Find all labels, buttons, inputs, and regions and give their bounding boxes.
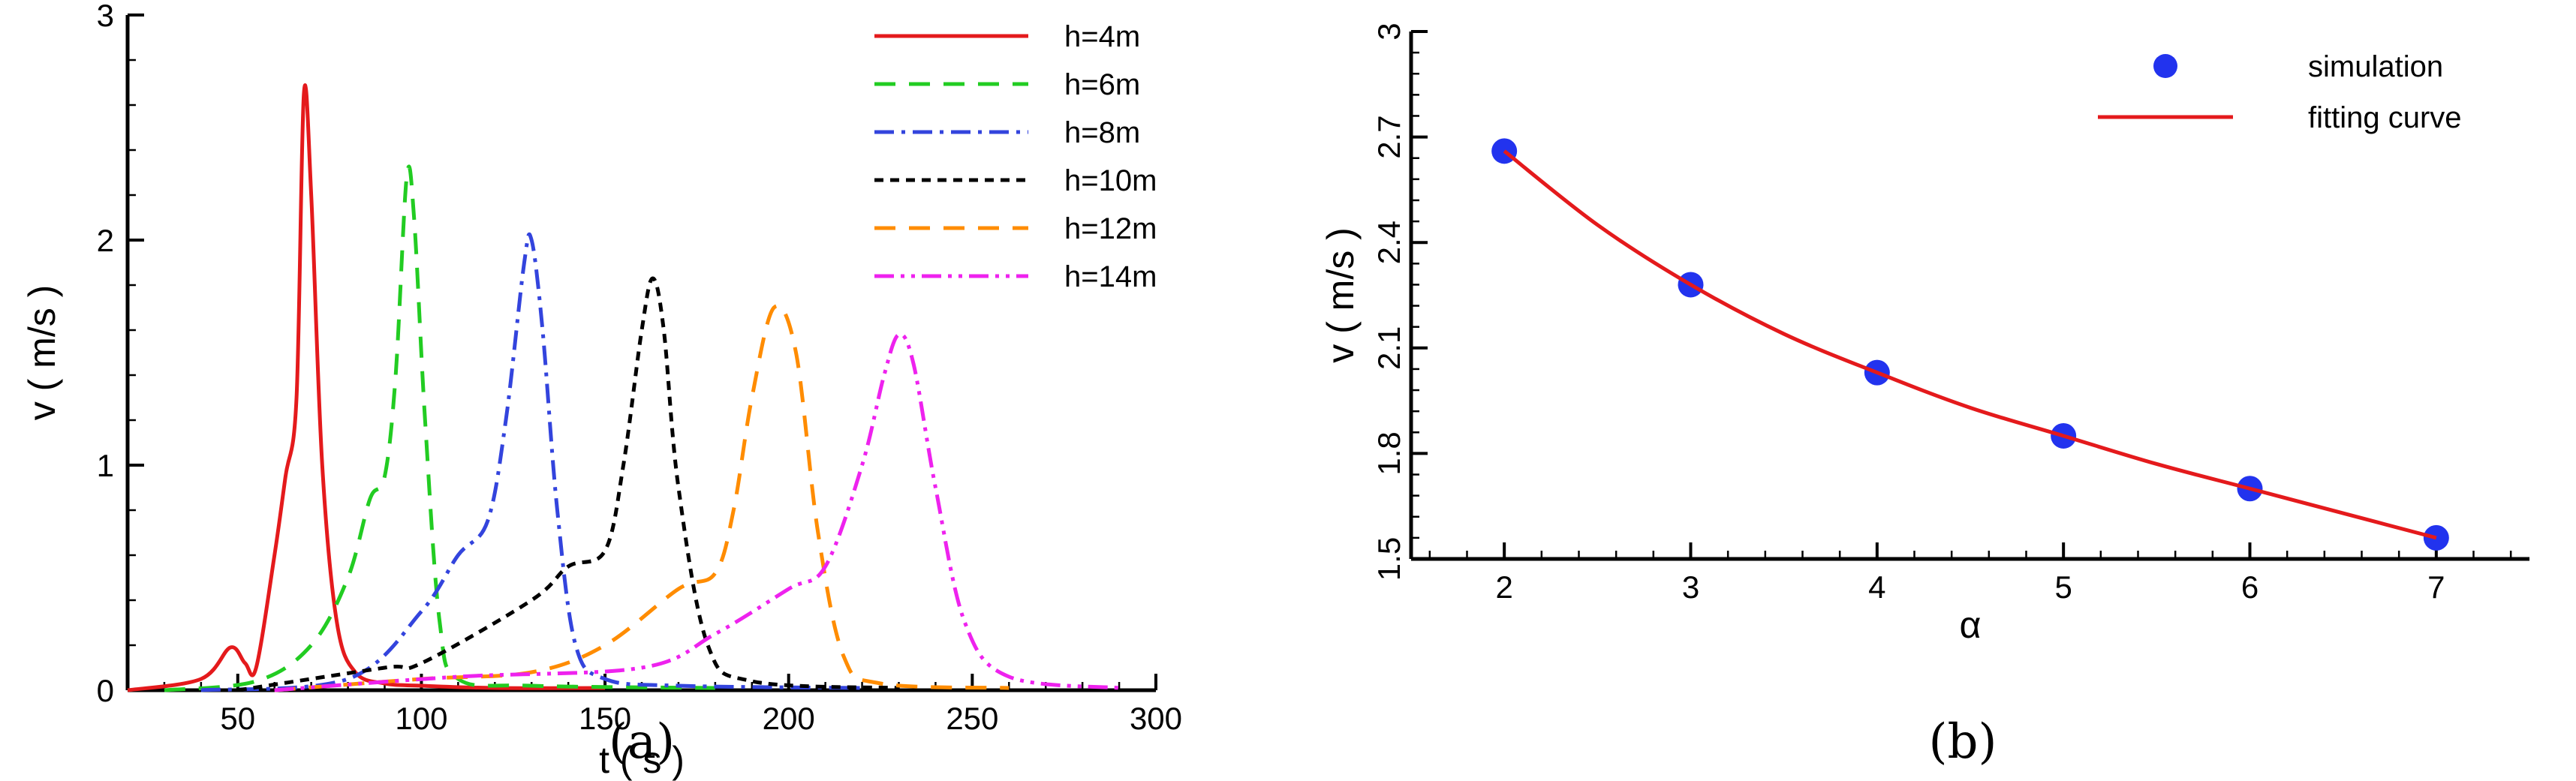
y-tick-label: 0 bbox=[97, 673, 114, 708]
panel-caption: (b) bbox=[1929, 714, 1997, 770]
series-line bbox=[164, 164, 715, 692]
chart-panel-b: 2 3 4 5 6 7 1.5 1.8 2.1 2.4 2.7 3 α v ( m/s ) (b) simul… bbox=[1320, 23, 2529, 770]
x-axis-title: α bbox=[1960, 604, 1982, 646]
legend-label: h=4m bbox=[1064, 20, 1140, 53]
x-axis-title: t ( s ) bbox=[599, 739, 685, 781]
series-line bbox=[237, 276, 899, 692]
x-tick-label: 5 bbox=[2054, 569, 2072, 605]
x-tick-label: 2 bbox=[1495, 569, 1512, 605]
series-line bbox=[274, 332, 1120, 692]
x-tick-label: 4 bbox=[1868, 569, 1885, 605]
x-tick-label: 300 bbox=[1130, 701, 1182, 736]
y-tick-label: 2.4 bbox=[1371, 221, 1407, 264]
legend-label: simulation bbox=[2308, 50, 2443, 83]
y-tick-label: 2.7 bbox=[1371, 115, 1407, 158]
legend-label: h=8m bbox=[1064, 116, 1140, 149]
legend-label: h=12m bbox=[1064, 212, 1157, 245]
series-line bbox=[200, 232, 862, 692]
x-tick-label: 200 bbox=[763, 701, 815, 736]
x-tick-label: 3 bbox=[1682, 569, 1699, 605]
legend-label: h=14m bbox=[1064, 260, 1157, 293]
x-tick-label: 150 bbox=[579, 701, 631, 736]
y-tick-label: 3 bbox=[97, 0, 114, 33]
x-tick-label: 250 bbox=[946, 701, 998, 736]
y-axis-title: v ( m/s ) bbox=[21, 285, 63, 421]
legend-label: fitting curve bbox=[2308, 101, 2462, 134]
legend-label: h=6m bbox=[1064, 68, 1140, 101]
y-tick-label: 1.5 bbox=[1371, 537, 1407, 581]
x-tick-label: 6 bbox=[2241, 569, 2259, 605]
panel-caption: (a) bbox=[609, 714, 675, 770]
y-tick-label: 1 bbox=[97, 448, 114, 483]
x-tick-label: 7 bbox=[2427, 569, 2445, 605]
x-tick-label: 50 bbox=[220, 701, 255, 736]
y-tick-label: 2 bbox=[97, 223, 114, 258]
y-tick-label: 1.8 bbox=[1371, 431, 1407, 475]
series-line bbox=[274, 304, 1010, 692]
legend-label: h=10m bbox=[1064, 164, 1157, 197]
y-tick-label: 2.1 bbox=[1371, 326, 1407, 370]
x-tick-label: 100 bbox=[395, 701, 447, 736]
y-axis-title: v ( m/s ) bbox=[1320, 227, 1362, 363]
y-tick-label: 3 bbox=[1371, 23, 1407, 40]
chart-panel-a: 50 100 150 200 250 300 0 1 2 3 t ( s ) v ( m/s ) (a)… bbox=[21, 0, 1182, 781]
legend-swatch bbox=[2153, 54, 2177, 78]
series-line bbox=[1503, 149, 2437, 540]
